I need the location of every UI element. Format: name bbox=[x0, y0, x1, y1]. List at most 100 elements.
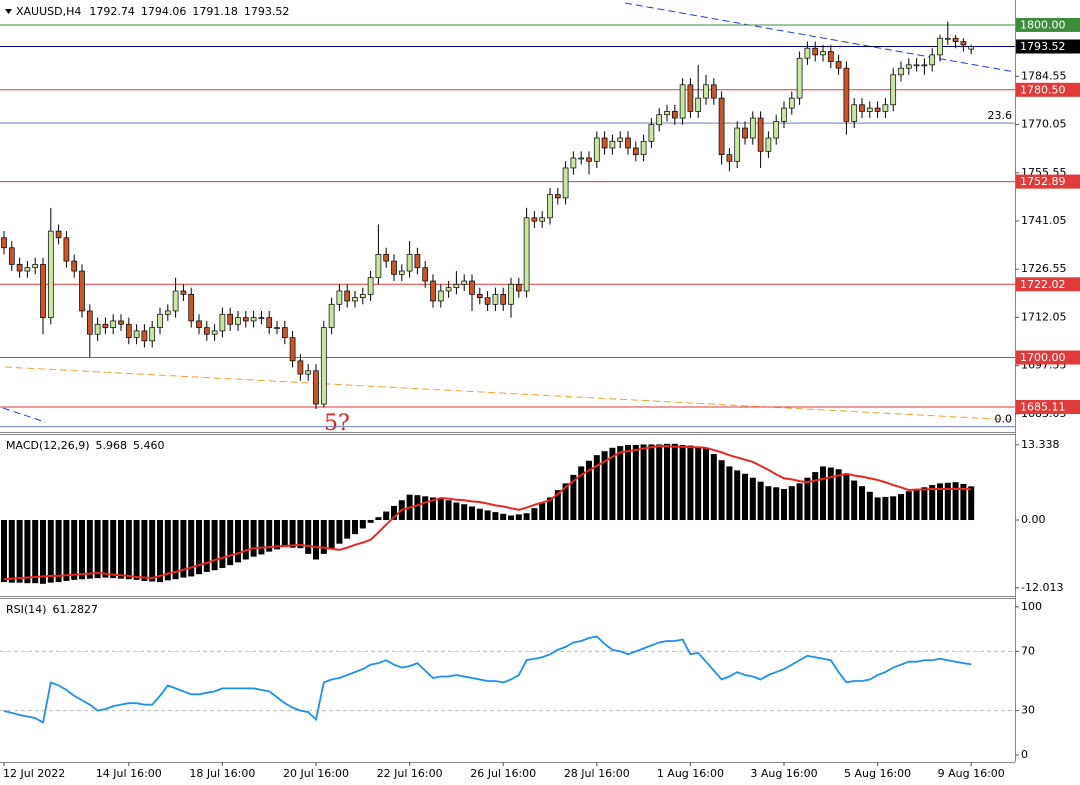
candle-body bbox=[898, 67, 904, 76]
macd-bar bbox=[297, 520, 304, 549]
candle-body bbox=[445, 287, 452, 292]
indicator-name: RSI(14) bbox=[6, 603, 46, 616]
macd-bar bbox=[508, 515, 514, 521]
candle-body bbox=[609, 140, 616, 149]
x-tick-label: 26 Jul 16:00 bbox=[470, 767, 536, 780]
candle-body bbox=[235, 317, 241, 325]
candle-body bbox=[157, 313, 163, 328]
candle-body bbox=[617, 137, 624, 142]
candle-body bbox=[905, 64, 912, 69]
level-label: 1752.89 bbox=[1020, 175, 1066, 188]
macd-bar bbox=[765, 486, 772, 521]
macd-bar bbox=[63, 520, 70, 581]
macd-bar bbox=[125, 520, 132, 580]
candle-body bbox=[968, 46, 975, 50]
candle-body bbox=[188, 293, 195, 322]
candle-body bbox=[289, 337, 296, 362]
macd-bar bbox=[944, 482, 951, 521]
candle-body bbox=[757, 117, 764, 152]
macd-bar bbox=[866, 491, 873, 521]
level-box bbox=[1016, 174, 1080, 189]
open-value: 1792.74 bbox=[89, 5, 135, 18]
macd-bar bbox=[430, 497, 436, 521]
menu-arrow[interactable] bbox=[5, 9, 12, 14]
macd-bar bbox=[640, 444, 647, 521]
macd-bar bbox=[664, 443, 670, 521]
rsi-value: 61.2827 bbox=[52, 603, 98, 616]
candle-body bbox=[461, 280, 468, 285]
candle-body bbox=[562, 167, 569, 199]
candle-body bbox=[937, 37, 943, 56]
macd-bar bbox=[118, 520, 124, 579]
macd-bar bbox=[235, 520, 241, 563]
macd-bar bbox=[141, 520, 148, 581]
candle-body bbox=[352, 297, 358, 302]
candle-body bbox=[843, 67, 850, 122]
fib-label: 0.0 bbox=[995, 413, 1013, 426]
candle-body bbox=[632, 147, 639, 155]
candle-body bbox=[601, 137, 608, 149]
macd-bar bbox=[383, 511, 390, 521]
macd-bar bbox=[523, 513, 530, 521]
candle-body bbox=[453, 283, 460, 289]
macd-bar bbox=[242, 520, 249, 560]
macd-bar bbox=[905, 491, 912, 521]
macd-bar bbox=[94, 520, 101, 579]
macd-bar bbox=[110, 520, 117, 579]
y-tick-label: 1726.55 bbox=[1021, 262, 1067, 275]
y-tick-label: 1770.05 bbox=[1021, 118, 1067, 131]
macd-bar bbox=[16, 520, 23, 583]
candle-body bbox=[406, 254, 413, 272]
macd-bar bbox=[570, 474, 577, 521]
macd-bar bbox=[952, 482, 959, 521]
candle-body bbox=[570, 157, 577, 169]
macd-bar bbox=[578, 466, 585, 521]
candle-body bbox=[125, 323, 132, 338]
candle-body bbox=[640, 140, 647, 155]
macd-bar bbox=[391, 505, 397, 521]
candle-body bbox=[710, 84, 717, 99]
macd-bar bbox=[882, 496, 889, 521]
macd-bar bbox=[266, 520, 273, 552]
candle-body bbox=[258, 317, 265, 319]
macd-bar bbox=[375, 517, 382, 521]
macd-bar bbox=[500, 513, 507, 521]
candle-body bbox=[671, 111, 678, 119]
candle-body bbox=[679, 84, 686, 119]
y-tick-label: 1712.05 bbox=[1021, 310, 1067, 323]
candle-body bbox=[367, 277, 374, 295]
y-tick-label: -12.013 bbox=[1021, 581, 1063, 594]
macd-bar bbox=[492, 512, 499, 521]
macd-bar bbox=[890, 496, 897, 521]
candle-body bbox=[47, 230, 54, 318]
candle-body bbox=[765, 137, 772, 152]
macd-bar bbox=[414, 495, 421, 521]
x-tick-label: 22 Jul 16:00 bbox=[377, 767, 443, 780]
candle-body bbox=[578, 157, 585, 160]
y-tick-label: 30 bbox=[1021, 704, 1035, 717]
candle-body bbox=[1, 237, 7, 249]
candle-body bbox=[180, 290, 187, 295]
candle-body bbox=[32, 264, 39, 269]
candle-body bbox=[242, 317, 249, 322]
macd-bar bbox=[788, 486, 795, 521]
macd-bar bbox=[913, 488, 920, 521]
symbol: XAUUSD,H4 bbox=[16, 5, 81, 18]
macd-bar bbox=[453, 502, 460, 521]
trend-line bbox=[624, 2, 1016, 73]
macd-bar bbox=[469, 506, 475, 521]
candle-body bbox=[219, 313, 226, 332]
macd-bar bbox=[211, 520, 218, 571]
candle-body bbox=[952, 37, 959, 42]
candle-body bbox=[297, 360, 304, 375]
x-tick-label: 1 Aug 16:00 bbox=[657, 767, 724, 780]
candle-body bbox=[86, 310, 93, 335]
x-tick-label: 5 Aug 16:00 bbox=[844, 767, 911, 780]
candle-body bbox=[859, 104, 865, 112]
macd-bar bbox=[102, 520, 109, 578]
signal-value: 5.460 bbox=[133, 439, 165, 452]
macd-bar bbox=[258, 520, 265, 555]
candle-body bbox=[820, 51, 826, 56]
candle-body bbox=[266, 317, 273, 328]
candle-body bbox=[773, 121, 780, 139]
